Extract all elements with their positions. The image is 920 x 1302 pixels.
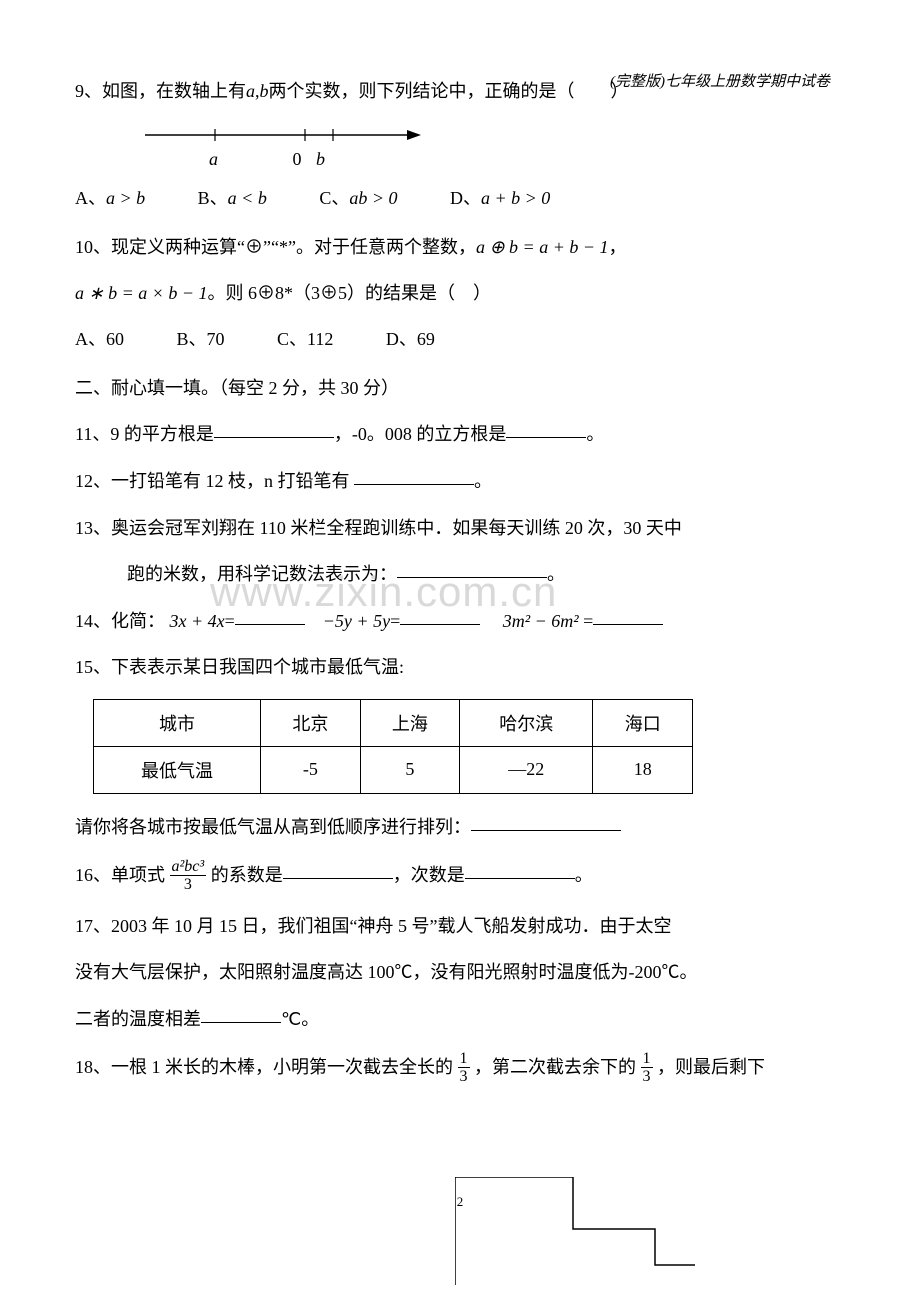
q14-blank2[interactable]: [400, 607, 480, 625]
q18-frac2: 1 3: [641, 1050, 653, 1086]
staircase-shape: [455, 1177, 695, 1290]
q14-a: 14、化简：: [75, 611, 165, 631]
q15-blank[interactable]: [471, 813, 621, 831]
q15-table: 城市 北京 上海 哈尔滨 海口 最低气温 -5 5 —22 18: [93, 699, 693, 794]
number-line-labels: a 0 b: [145, 149, 425, 170]
q11-c: 。: [586, 424, 604, 444]
q10-options: A、60 B、70 C、112 D、69: [75, 325, 830, 351]
q16-blank1[interactable]: [283, 861, 393, 879]
table-row: 城市 北京 上海 哈尔滨 海口: [94, 699, 693, 746]
q18-frac1: 1 3: [458, 1050, 470, 1086]
q17-l1: 17、2003 年 10 月 15 日，我们祖国“神舟 5 号”载人飞船发射成功…: [75, 911, 830, 942]
q12-a: 12、一打铅笔有 12 枝，n 打铅笔有: [75, 471, 354, 491]
q18-b: ，第二次截去余下的: [474, 1057, 636, 1077]
td-harbin: —22: [460, 746, 593, 793]
frac-numerator: 1: [458, 1050, 470, 1069]
q14-blank1[interactable]: [235, 607, 305, 625]
q16-a: 16、单项式: [75, 865, 165, 885]
q15-after: 请你将各城市按最低气温从高到低顺序进行排列：: [75, 812, 830, 843]
q10-opt-b[interactable]: B、70: [177, 325, 225, 351]
td-beijing: -5: [261, 746, 361, 793]
th-harbin: 哈尔滨: [460, 699, 593, 746]
q14-e3: 3m² − 6m²: [503, 611, 579, 631]
q18-a: 18、一根 1 米长的木棒，小明第一次截去全长的: [75, 1057, 453, 1077]
q10-line1: 10、现定义两种运算“⊕”“*”。对于任意两个整数，a ⊕ b = a + b …: [75, 232, 830, 263]
q18: 18、一根 1 米长的木棒，小明第一次截去全长的 1 3 ，第二次截去余下的 1…: [75, 1051, 830, 1087]
q16-blank2[interactable]: [465, 861, 575, 879]
q10-l1c: ，: [609, 237, 627, 257]
q10-opt-c[interactable]: C、112: [277, 325, 333, 351]
frac-denominator: 3: [458, 1068, 470, 1086]
q16-b: 的系数是: [211, 865, 283, 885]
q18-c: ，则最后剩下: [657, 1057, 765, 1077]
q15-after-text: 请你将各城市按最低气温从高到低顺序进行排列：: [75, 817, 471, 837]
q11-blank1[interactable]: [214, 420, 334, 438]
table-row: 最低气温 -5 5 —22 18: [94, 746, 693, 793]
q10-l2a: a ∗ b = a × b − 1: [75, 283, 208, 303]
q9-part1: 9、如图，在数轴上有: [75, 81, 246, 101]
th-city: 城市: [94, 699, 261, 746]
q10-opt-a[interactable]: A、60: [75, 325, 124, 351]
q17-l3: 二者的温度相差 ℃。: [75, 1004, 830, 1035]
q9-part2: 两个实数，则下列结论中，正确的是（ ）: [269, 81, 629, 101]
frac-numerator: a²bc³: [170, 858, 207, 877]
frac-denominator: 3: [170, 876, 207, 894]
td-shanghai: 5: [360, 746, 460, 793]
number-line: a 0 b: [145, 123, 425, 170]
q10-opt-d[interactable]: D、69: [386, 325, 435, 351]
numline-b-label: b: [316, 149, 325, 170]
q14-e1: 3x + 4x: [170, 611, 225, 631]
q11-blank2[interactable]: [506, 420, 586, 438]
q14: 14、化简： 3x + 4x= −5y + 5y= 3m² − 6m² =: [75, 606, 830, 637]
page-header-title: (完整版)七年级上册数学期中试卷: [610, 70, 830, 91]
q14-e2: −5y + 5y: [323, 611, 390, 631]
q14-blank3[interactable]: [593, 607, 663, 625]
th-shanghai: 上海: [360, 699, 460, 746]
q13-l2: 跑的米数，用科学记数法表示为： 。: [75, 559, 830, 590]
frac-denominator: 3: [641, 1068, 653, 1086]
frac-numerator: 1: [641, 1050, 653, 1069]
td-label: 最低气温: [94, 746, 261, 793]
th-beijing: 北京: [261, 699, 361, 746]
q16-d: 。: [575, 865, 593, 885]
td-haikou: 18: [593, 746, 693, 793]
q12: 12、一打铅笔有 12 枝，n 打铅笔有 。: [75, 466, 830, 497]
q9-opt-a[interactable]: A、a > b: [75, 184, 145, 210]
q17-l2: 没有大气层保护，太阳照射温度高达 100℃，没有阳光照射时温度低为-200℃。: [75, 957, 830, 988]
q17-l3b: ℃。: [281, 1009, 319, 1029]
q11: 11、9 的平方根是 ，-0。008 的立方根是 。: [75, 419, 830, 450]
q11-a: 11、9 的平方根是: [75, 424, 214, 444]
th-haikou: 海口: [593, 699, 693, 746]
q9-var-b: b: [260, 81, 269, 101]
q9-opt-d[interactable]: D、a + b > 0: [450, 184, 550, 210]
q9-var-a: a: [246, 81, 255, 101]
q11-b: ，-0。008 的立方根是: [334, 424, 507, 444]
q16: 16、单项式 a²bc³ 3 的系数是 ，次数是 。: [75, 859, 830, 895]
section2-heading: 二、耐心填一填。（每空 2 分，共 30 分）: [75, 373, 830, 404]
q9-options: A、a > b B、a < b C、ab > 0 D、a + b > 0: [75, 184, 830, 210]
q15-head: 15、下表表示某日我国四个城市最低气温:: [75, 652, 830, 683]
q16-fraction: a²bc³ 3: [170, 858, 207, 894]
q9-opt-b[interactable]: B、a < b: [198, 184, 267, 210]
q13-l2b: 。: [547, 564, 565, 584]
numline-a-label: a: [209, 149, 218, 170]
q10-l1a: 10、现定义两种运算“⊕”“*”。对于任意两个整数，: [75, 237, 476, 257]
q17-blank[interactable]: [201, 1005, 281, 1023]
q13-blank[interactable]: [397, 560, 547, 578]
q10-line2: a ∗ b = a × b − 1。则 6⊕8*（3⊕5）的结果是（ ）: [75, 278, 830, 309]
q13-l2a: 跑的米数，用科学记数法表示为：: [127, 564, 397, 584]
q17-l3a: 二者的温度相差: [75, 1009, 201, 1029]
number-line-svg: [145, 123, 425, 147]
q16-c: ，次数是: [393, 865, 465, 885]
q12-b: 。: [474, 471, 492, 491]
q10-l2b: 。则 6⊕8*（3⊕5）的结果是（ ）: [208, 283, 492, 303]
q12-blank[interactable]: [354, 467, 474, 485]
numline-zero-label: 0: [293, 149, 302, 170]
q10-l1b: a ⊕ b = a + b − 1: [476, 237, 609, 257]
q9-opt-c[interactable]: C、ab > 0: [319, 184, 397, 210]
q13-l1: 13、奥运会冠军刘翔在 110 米栏全程跑训练中．如果每天训练 20 次，30 …: [75, 513, 830, 544]
